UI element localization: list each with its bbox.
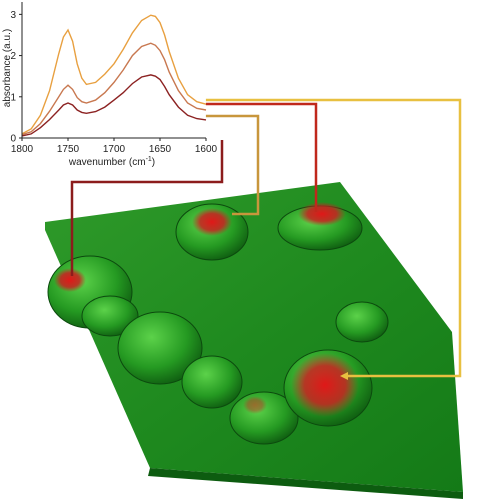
series-layer — [21, 14, 207, 137]
y-tick-label: 0 — [10, 134, 16, 145]
cell-blob — [181, 355, 243, 409]
hotspot — [243, 396, 267, 414]
cell-blob — [81, 295, 139, 337]
x-axis-title-text: wavenumber (cm — [68, 157, 146, 168]
x-tick-label: 1600 — [195, 144, 218, 155]
y-tick-label: 2 — [10, 51, 16, 62]
series-line-2 — [21, 42, 207, 136]
afm-surface-image — [45, 182, 463, 499]
surface-side-shadow — [148, 468, 463, 499]
connector-yellow-arrow — [340, 372, 348, 380]
x-ticks: 1800 1750 1700 1650 1600 — [11, 138, 218, 155]
hotspot — [298, 202, 346, 226]
x-axis-title-close: ) — [152, 157, 155, 168]
spectrum-chart: 1800 1750 1700 1650 1600 0 1 2 3 wavenumber (cm… — [2, 2, 218, 168]
y-ticks: 0 1 2 3 — [10, 10, 22, 145]
x-axis-title: wavenumber (cm-1) — [68, 156, 155, 168]
x-tick-label: 1700 — [103, 144, 126, 155]
connector-darkred — [70, 140, 224, 276]
y-axis-title: absorbance (a.u.) — [2, 29, 13, 107]
series-line-3 — [21, 74, 207, 137]
y-tick-label: 1 — [10, 92, 16, 103]
connector-yellow — [205, 98, 462, 378]
y-tick-label: 3 — [10, 10, 16, 21]
cell-blob — [117, 311, 203, 385]
surface-plane — [45, 182, 463, 492]
connector-lines — [70, 98, 462, 380]
hotspot — [291, 353, 359, 417]
x-tick-label: 1750 — [57, 144, 80, 155]
x-axis-title-sup: -1 — [146, 156, 152, 163]
series-line-1 — [21, 14, 207, 135]
x-tick-label: 1800 — [11, 144, 34, 155]
plot-background — [22, 2, 206, 138]
x-tick-label: 1650 — [149, 144, 172, 155]
hotspot — [192, 208, 232, 236]
hotspot — [54, 268, 86, 292]
connector-tan — [205, 114, 260, 216]
cell-blob — [335, 301, 389, 343]
connector-red — [205, 102, 318, 212]
